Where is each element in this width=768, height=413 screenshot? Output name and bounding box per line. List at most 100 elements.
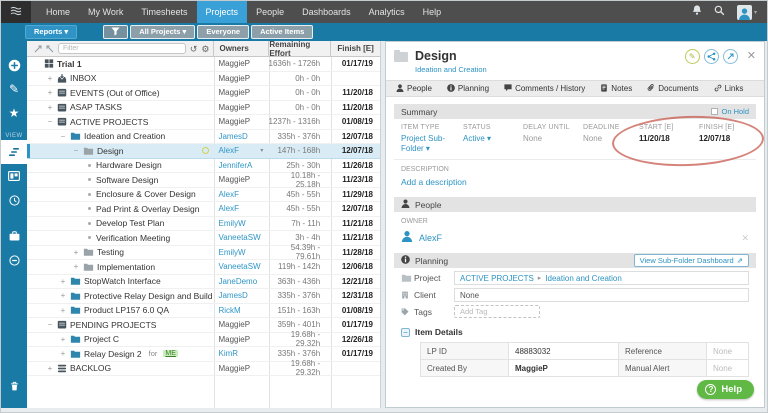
reports-button[interactable]: Reports ▾ [25, 25, 78, 39]
tab-people[interactable]: People [396, 83, 432, 94]
tree-row[interactable]: + Relay Design 2 for ME KimR 335h - 376h 01/17… [27, 347, 380, 362]
row-toggle-icon[interactable]: + [73, 262, 79, 272]
favorites-star-icon[interactable]: ★ [8, 106, 20, 120]
row-owner-cell[interactable]: KimR [213, 349, 268, 358]
edit-pencil-icon[interactable]: ✎ [8, 82, 20, 96]
row-owner-cell[interactable]: MaggieP [213, 88, 268, 97]
tree-row[interactable]: Develop Test Plan EmilyW 7h - 11h 11/21/18 [27, 217, 380, 231]
tree-row[interactable]: + Project C MaggieP 19.68h - 29.32h 12/26/18 [27, 330, 380, 348]
row-toggle-icon[interactable]: − [73, 146, 79, 156]
filter-button-all-projects-[interactable]: All Projects ▾ [130, 25, 196, 39]
filter-button-active-items[interactable]: Active Items [251, 25, 314, 39]
row-owner-cell[interactable]: VaneetaSW [214, 262, 269, 271]
view-portfolio-briefcase-icon[interactable] [1, 224, 27, 248]
settings-gear-icon[interactable]: ⚙ [201, 43, 210, 54]
nav-item-timesheets[interactable]: Timesheets [141, 7, 188, 17]
row-toggle-icon[interactable]: − [60, 131, 66, 141]
field-value[interactable]: Project Sub-Folder ▾ [401, 134, 446, 153]
row-toggle-icon[interactable]: + [60, 291, 66, 301]
status-ring-icon[interactable] [201, 147, 209, 155]
on-hold-label[interactable]: On Hold [721, 107, 749, 116]
on-hold-checkbox[interactable] [711, 108, 719, 115]
view-board-icon[interactable] [1, 164, 27, 188]
tree-row[interactable]: + ASAP TASKS MaggieP 0h - 0h 11/20/18 [27, 101, 380, 115]
tree-row[interactable]: + Testing EmilyW 54.39h - 79.61h 11/28/18 [27, 243, 380, 261]
app-logo-menu[interactable] [1, 1, 31, 23]
nav-item-analytics[interactable]: Analytics [368, 7, 405, 17]
row-owner-cell[interactable]: AlexF [214, 190, 269, 199]
expand-icon[interactable] [722, 49, 738, 64]
tree-row[interactable]: + Protective Relay Design and Build JamesD… [27, 289, 380, 304]
timer-pencil-icon[interactable]: ✎ [684, 49, 700, 64]
tree-row[interactable]: − Design AlexF ▾ 147h - 168h 12/07/18 [27, 144, 380, 159]
tab-planning[interactable]: Planning [447, 83, 489, 94]
row-owner-cell[interactable]: MaggieP [213, 103, 268, 112]
view-subfolder-dashboard-button[interactable]: View Sub-Folder Dashboard ⇗ [633, 254, 749, 267]
view-members-icon[interactable] [1, 248, 27, 272]
column-header-remaining-effort[interactable]: Remaining Effort [268, 40, 330, 58]
row-owner-cell[interactable]: RickM [213, 306, 268, 315]
tab-documents[interactable]: Documents [647, 83, 699, 94]
trash-icon[interactable] [1, 374, 27, 398]
add-item-button[interactable] [1, 53, 27, 77]
tree-row[interactable]: Pad Print & Overlay Design AlexF 45h - 55h… [27, 202, 380, 217]
row-owner-cell[interactable]: MaggieP [213, 364, 268, 373]
project-path-link[interactable]: Ideation and Creation [545, 273, 622, 283]
row-owner-cell[interactable]: AlexF [214, 204, 269, 213]
tree-row[interactable]: + StopWatch Interface JaneDemo 363h - 436h 1… [27, 275, 380, 289]
view-timesheet-clock-icon[interactable] [1, 188, 27, 212]
view-projects-tree-icon[interactable] [1, 140, 27, 164]
row-toggle-icon[interactable]: + [60, 334, 66, 344]
nav-item-my-work[interactable]: My Work [88, 7, 124, 17]
row-owner-cell[interactable]: MaggieP [214, 175, 269, 184]
column-header-finish[interactable]: Finish [E] [330, 41, 380, 56]
row-owner-cell[interactable]: EmilyW [214, 248, 269, 257]
row-owner-cell[interactable]: JamesD [213, 132, 268, 141]
remove-owner-icon[interactable]: ✕ [741, 232, 749, 243]
owner-name-link[interactable]: AlexF [419, 233, 443, 243]
field-value[interactable]: Active ▾ [463, 134, 492, 143]
row-owner-cell[interactable]: MaggieP [213, 335, 268, 344]
tab-comments-history[interactable]: Comments / History [504, 83, 585, 94]
tab-links[interactable]: Links [714, 84, 743, 94]
row-owner-cell[interactable]: MaggieP [213, 117, 268, 126]
nav-item-help[interactable]: Help [422, 7, 442, 17]
me-tag[interactable]: ME [163, 350, 178, 358]
row-owner-cell[interactable]: JamesD [213, 291, 268, 300]
tree-row[interactable]: − ACTIVE PROJECTS MaggieP 1237h - 1316h 01/0… [27, 115, 380, 130]
help-button[interactable]: ? Help [697, 380, 754, 399]
row-owner-cell[interactable]: EmilyW [214, 219, 269, 228]
row-owner-cell[interactable]: MaggieP [213, 320, 268, 329]
row-toggle-icon[interactable]: + [47, 73, 53, 83]
nav-item-dashboards[interactable]: Dashboards [302, 7, 351, 17]
tree-row[interactable]: + INBOX MaggieP 0h - 0h [27, 72, 380, 86]
nav-item-projects[interactable]: Projects [196, 1, 248, 23]
row-owner-cell[interactable]: JaneDemo [213, 277, 268, 286]
tree-row[interactable]: + Implementation VaneetaSW 119h - 142h 12/06… [27, 260, 380, 275]
add-description-link[interactable]: Add a description [401, 177, 467, 187]
add-tag-input[interactable]: Add Tag [454, 305, 540, 318]
row-owner-cell[interactable]: JenniferA [214, 161, 269, 170]
row-owner-cell[interactable]: MaggieP [213, 59, 268, 68]
tab-notes[interactable]: Notes [600, 83, 632, 94]
detail-breadcrumb[interactable]: Ideation and Creation [415, 65, 487, 74]
filter-input[interactable] [58, 43, 186, 54]
user-menu[interactable]: ▾ [736, 4, 757, 20]
row-toggle-icon[interactable]: − [47, 320, 53, 330]
tree-row[interactable]: + Product LP157 6.0 QA RickM 151h - 163h 01/… [27, 304, 380, 318]
tree-row[interactable]: − PENDING PROJECTS MaggieP 359h - 401h 01/17… [27, 318, 380, 333]
project-path-link[interactable]: ACTIVE PROJECTS [460, 273, 534, 283]
tree-row[interactable]: Trial 1 MaggieP 1636h - 1726h 01/17/19 [27, 57, 380, 72]
client-value-box[interactable]: None [454, 288, 749, 302]
tree-row[interactable]: Enclosure & Cover Design AlexF 45h - 55h 11… [27, 188, 380, 202]
tree-row[interactable]: Verification Meeting VaneetaSW 3h - 4h 11/2… [27, 231, 380, 246]
row-toggle-icon[interactable]: + [60, 349, 66, 359]
row-owner-cell[interactable]: MaggieP [213, 74, 268, 83]
row-toggle-icon[interactable]: − [47, 117, 53, 127]
tree-row[interactable]: + EVENTS (Out of Office) MaggieP 0h - 0h 11/… [27, 86, 380, 101]
row-toggle-icon[interactable]: + [47, 363, 53, 373]
owner-caret-icon[interactable]: ▾ [260, 148, 264, 155]
notifications-bell-icon[interactable] [692, 3, 702, 21]
row-toggle-icon[interactable]: + [47, 88, 53, 98]
expand-all-icon[interactable] [34, 40, 42, 58]
